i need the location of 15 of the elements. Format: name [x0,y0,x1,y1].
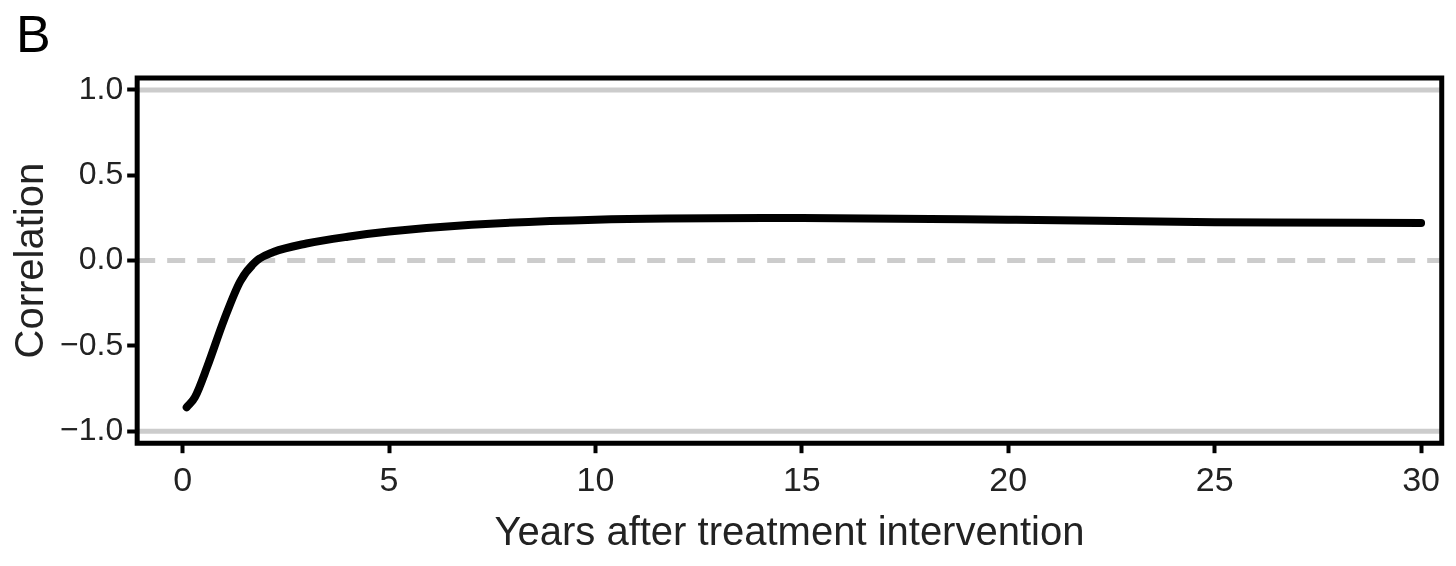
x-tick-label: 5 [379,459,399,498]
y-tick-label: 1.0 [78,69,124,106]
x-tick-label: 20 [989,459,1028,498]
x-tick-label: 0 [173,459,193,498]
y-axis-title: Correlation [7,162,52,359]
x-tick-label: 15 [782,459,821,498]
x-tick-label: 30 [1402,459,1440,498]
y-tick-label: −1.0 [60,411,124,448]
y-tick-label: 0.5 [78,155,124,192]
x-axis-title: Years after treatment intervention [494,509,1085,554]
text: B [16,5,51,64]
x-tick-label: 25 [1195,459,1234,498]
y-tick-label: 0.0 [78,240,124,277]
y-tick-label: −0.5 [60,325,124,362]
x-tick-label: 10 [576,459,615,498]
